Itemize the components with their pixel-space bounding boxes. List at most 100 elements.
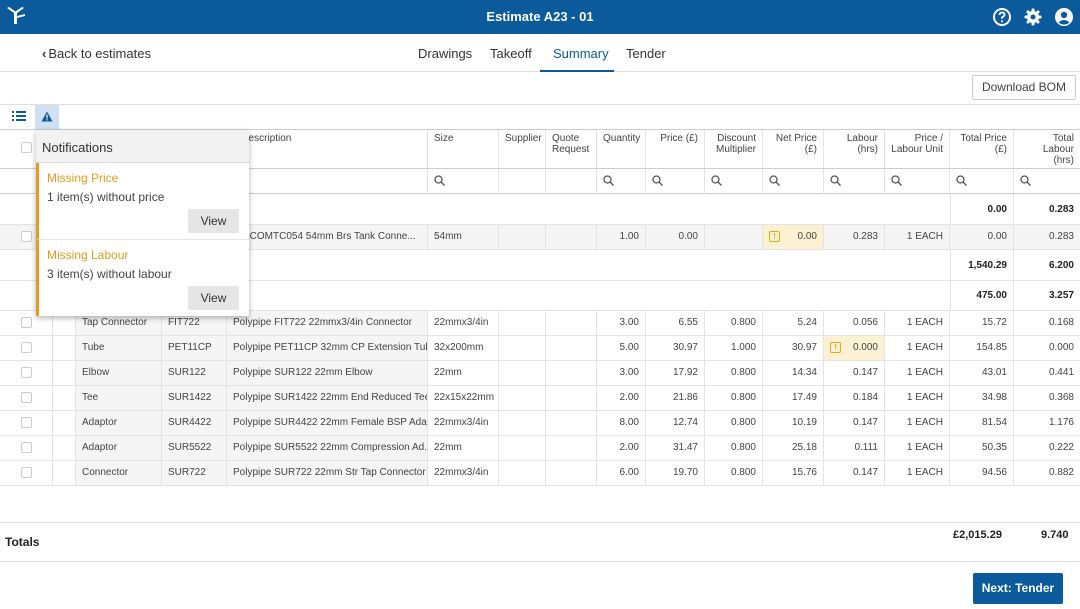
item-net-price: 5.24 [763,311,824,335]
header-labour: Labour (hrs) [824,130,885,168]
filter-total-price[interactable] [950,169,1014,193]
row-checkbox[interactable] [21,342,32,353]
item-net-price-warning[interactable]: ! 0.00 [763,225,824,249]
tab-summary[interactable]: Summary [553,46,609,61]
table-row[interactable]: Adaptor SUR4422 Polypipe SUR4422 22mm Fema… [0,411,1080,436]
list-view-icon[interactable] [12,110,26,122]
item-quote [546,225,597,249]
divider [0,561,1080,562]
item-price: 30.97 [646,336,705,360]
divider [0,522,1080,523]
item-quantity: 8.00 [597,411,646,435]
item-net-price: 15.76 [763,461,824,485]
item-supplier [499,411,546,435]
group-row: 1,540.29 6.200 [0,250,1080,281]
row-spacer [53,436,76,460]
alert-icon: ! [830,342,841,353]
table-row[interactable]: Adaptor SUR5522 Polypipe SUR5522 22mm Comp… [0,436,1080,461]
notification-missing-price: Missing Price 1 item(s) without price Vi… [36,163,249,240]
filter-unit[interactable] [885,169,950,193]
item-total-labour: 0.441 [1048,367,1074,378]
item-size: 22mmx3/4in [428,461,499,485]
item-net-price: 10.19 [763,411,824,435]
item-price: 21.86 [646,386,705,410]
filter-total-labour[interactable] [1014,169,1080,193]
filter-labour[interactable] [824,169,885,193]
item-labour: 0.111 [824,436,885,460]
gear-icon[interactable] [1023,7,1043,27]
row-checkbox[interactable] [21,467,32,478]
item-labour[interactable]: ! 0.000 [824,336,885,360]
row-select-cell [0,336,53,360]
row-select-cell [0,311,53,335]
item-price: 17.92 [646,361,705,385]
row-checkbox[interactable] [21,317,32,328]
item-quote [546,411,597,435]
table-row[interactable]: Tube PET11CP Polypipe PET11CP 32mm CP Exte… [0,336,1080,361]
view-missing-price-button[interactable]: View [188,209,239,233]
item-net-price: 17.49 [763,386,824,410]
item-quantity: 2.00 [597,386,646,410]
select-all-checkbox[interactable] [21,142,32,153]
table-row[interactable]: Elbow SUR122 Polypipe SUR122 22mm Elbow 22m… [0,361,1080,386]
item-description: Polypipe SUR5522 22mm Compression Ad... [227,436,428,460]
tab-takeoff[interactable]: Takeoff [490,46,532,61]
next-tender-button[interactable]: Next: Tender [973,573,1063,604]
item-price: 6.55 [646,311,705,335]
item-supplier [499,311,546,335]
header-discount: Discount Multiplier [705,130,763,168]
filter-supplier[interactable] [499,169,546,193]
divider [0,104,1080,105]
filter-net-price[interactable] [763,169,824,193]
row-spacer [53,336,76,360]
group-total-labour: 3.257 [1048,290,1074,301]
filter-price[interactable] [646,169,705,193]
user-account-icon[interactable] [1054,7,1074,27]
notifications-panel: Notifications Missing Price 1 item(s) wi… [36,130,249,316]
item-net-price: 30.97 [763,336,824,360]
item-code: SUR4422 [162,411,227,435]
tab-tender[interactable]: Tender [626,46,666,61]
item-size: 22mm [428,361,499,385]
item-quantity: 3.00 [597,361,646,385]
row-checkbox[interactable] [21,367,32,378]
item-total-price: 154.85 [950,336,1014,360]
item-total-price: 50.35 [950,436,1014,460]
item-description: Polypipe SUR722 22mm Str Tap Connector [227,461,428,485]
item-price: 12.74 [646,411,705,435]
alert-icon: ! [769,231,780,242]
view-missing-labour-button[interactable]: View [188,286,239,310]
help-icon[interactable] [992,7,1012,27]
filter-quantity[interactable] [597,169,646,193]
item-unit: 1 EACH [885,386,950,410]
notifications-title: Notifications [36,130,249,163]
item-supplier [499,336,546,360]
filter-description[interactable] [227,169,428,193]
tab-drawings[interactable]: Drawings [418,46,473,61]
item-discount: 0.800 [705,311,763,335]
header-price: Price (£) [646,130,705,168]
table-row[interactable]: Tee SUR1422 Polypipe SUR1422 22mm End Redu… [0,386,1080,411]
filter-size[interactable] [428,169,499,193]
item-description: ton COMTC054 54mm Brs Tank Conne... [227,225,428,249]
row-spacer [53,411,76,435]
filter-quote[interactable] [546,169,597,193]
header-net-price: Net Price (£) [763,130,824,168]
totals-price: £2,015.29 [953,529,1002,541]
item-size: 22mm [428,436,499,460]
download-bom-button[interactable]: Download BOM [972,75,1076,100]
row-checkbox[interactable] [21,392,32,403]
table-row[interactable]: Connector SUR722 Polypipe SUR722 22mm Str … [0,461,1080,486]
back-to-estimates-link[interactable]: ‹ Back to estimates [42,46,151,61]
item-supplier [499,225,546,249]
item-total-labour: 1.176 [1048,417,1074,428]
app-logo-icon[interactable] [4,4,28,28]
filter-discount[interactable] [705,169,763,193]
item-description: Polypipe SUR4422 22mm Female BSP Ada... [227,411,428,435]
row-checkbox[interactable] [21,417,32,428]
row-checkbox[interactable] [21,231,32,242]
row-checkbox[interactable] [21,442,32,453]
item-supplier [499,361,546,385]
notifications-toggle[interactable] [35,105,59,129]
item-quote [546,311,597,335]
